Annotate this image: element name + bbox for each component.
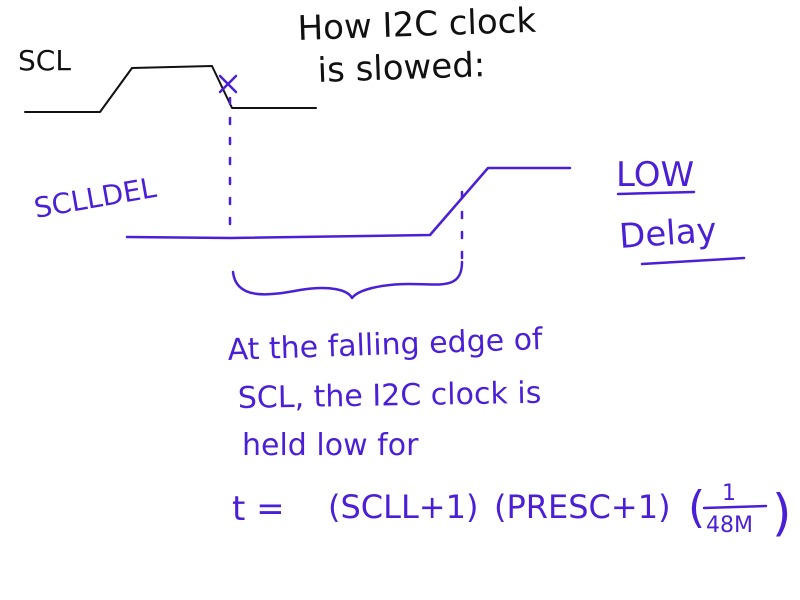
side-note-line1: LOW — [616, 155, 694, 195]
title-line2: is slowed: — [317, 45, 486, 91]
title-line1: How I2C clock — [297, 1, 537, 49]
formula-lhs: t = — [232, 489, 285, 529]
formula-open-paren: ( — [688, 482, 705, 533]
explanation-line2: SCL, the I2C clock is — [238, 376, 542, 416]
formula-frac-denominator: 48M — [706, 513, 753, 538]
explanation-line3: held low for — [242, 428, 419, 463]
sclldel-waveform — [125, 166, 572, 240]
falling-edge-marker — [218, 74, 238, 94]
explanation-line1: At the falling edge of — [227, 322, 545, 368]
formula-term2: (PRESC+1) — [494, 488, 671, 526]
formula-frac-numerator: 1 — [722, 481, 736, 506]
scl-waveform — [24, 65, 317, 113]
side-note-underline2 — [640, 256, 746, 266]
formula-fraction-bar — [702, 504, 768, 510]
formula-term1: (SCLL+1) — [328, 488, 478, 526]
scl-label: SCL — [18, 44, 71, 77]
low-period-brace — [231, 260, 464, 300]
side-note-underline1 — [616, 190, 696, 196]
side-note-line2: Delay — [618, 210, 718, 257]
sclldel-label: SCLLDEL — [31, 171, 159, 225]
formula-close-paren: ) — [772, 484, 792, 542]
